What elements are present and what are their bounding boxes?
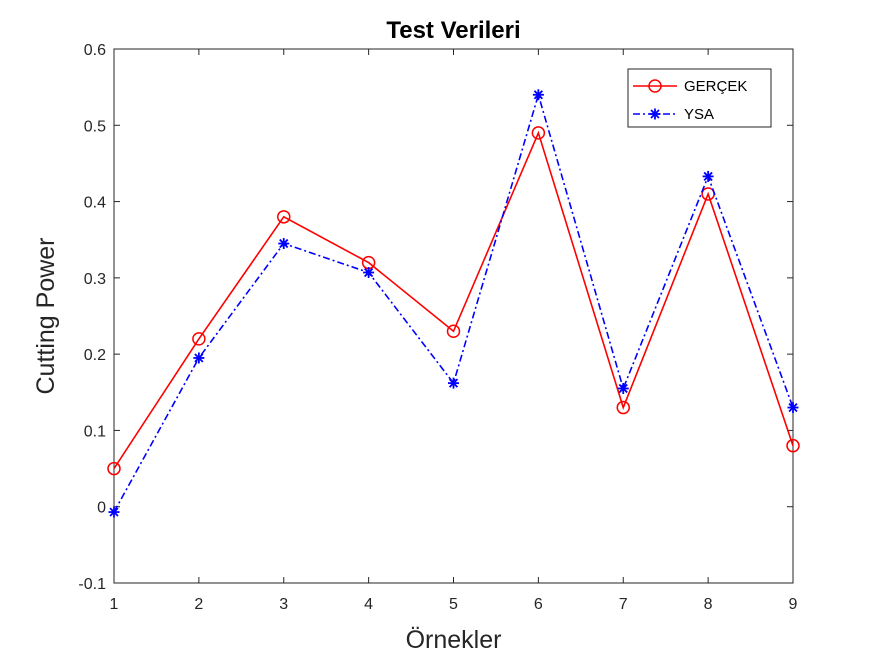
legend-marker — [648, 79, 662, 93]
y-tick-label: 0.1 — [84, 423, 106, 440]
data-point — [107, 461, 121, 476]
y-tick-label: 0.2 — [84, 347, 106, 364]
legend-label: YSA — [684, 106, 714, 123]
x-tick-label: 9 — [789, 596, 798, 613]
x-tick-label: 6 — [534, 596, 543, 613]
legend-marker-stroke — [650, 109, 660, 119]
data-point — [532, 89, 544, 101]
data-point — [531, 126, 546, 140]
data-point-stroke — [364, 267, 374, 278]
series-layer — [107, 89, 800, 518]
x-tick-label: 5 — [449, 596, 458, 613]
x-tick-label: 4 — [364, 596, 373, 613]
legend-item: YSA — [633, 106, 714, 123]
data-point — [446, 324, 461, 339]
x-tick-label: 2 — [194, 596, 203, 613]
legend: GERÇEK YSA — [627, 68, 772, 128]
data-point-stroke — [279, 238, 289, 249]
data-point-stroke — [533, 90, 543, 100]
y-axis-ticks: -0.1 0 0.1 0.2 0.3 0.4 0.5 0.6 — [78, 42, 793, 593]
data-point — [108, 506, 120, 518]
data-point — [616, 400, 630, 415]
data-point — [363, 267, 375, 279]
data-point — [787, 402, 799, 414]
x-tick-label: 3 — [279, 596, 288, 613]
data-point — [448, 377, 459, 389]
y-tick-label: 0.4 — [84, 195, 106, 212]
x-axis-label: Örnekler — [406, 626, 502, 654]
data-point — [278, 238, 290, 250]
series-2 — [108, 89, 799, 518]
data-point — [617, 382, 629, 394]
y-tick-label: 0.5 — [84, 118, 106, 135]
x-tick-label: 7 — [619, 596, 628, 613]
data-point-stroke — [109, 507, 119, 517]
data-point-stroke — [703, 171, 713, 181]
y-tick-label: 0.3 — [84, 271, 106, 288]
series-1 — [107, 126, 800, 476]
data-point — [702, 170, 714, 182]
data-point — [786, 438, 800, 453]
y-tick-label: 0.6 — [84, 42, 106, 59]
x-tick-label: 1 — [110, 596, 119, 613]
legend-marker — [649, 108, 661, 120]
chart-title: Test Verileri — [386, 17, 520, 44]
legend-item: GERÇEK — [633, 78, 747, 95]
x-axis-ticks: 1 2 3 4 5 6 7 8 9 — [110, 49, 798, 613]
data-point-stroke — [448, 378, 459, 388]
x-tick-label: 8 — [704, 596, 713, 613]
data-point — [193, 352, 205, 364]
y-tick-label: 0 — [97, 500, 106, 517]
data-point — [192, 332, 206, 346]
plot-area — [113, 48, 794, 584]
data-point — [277, 210, 291, 224]
series-line — [113, 91, 794, 513]
series-line — [113, 130, 794, 470]
data-point-stroke — [194, 353, 204, 363]
data-point-stroke — [788, 402, 798, 413]
y-axis-label: Cutting Power — [32, 237, 60, 394]
y-tick-label: -0.1 — [78, 576, 106, 593]
data-point-stroke — [618, 383, 628, 394]
legend-label: GERÇEK — [684, 78, 747, 95]
